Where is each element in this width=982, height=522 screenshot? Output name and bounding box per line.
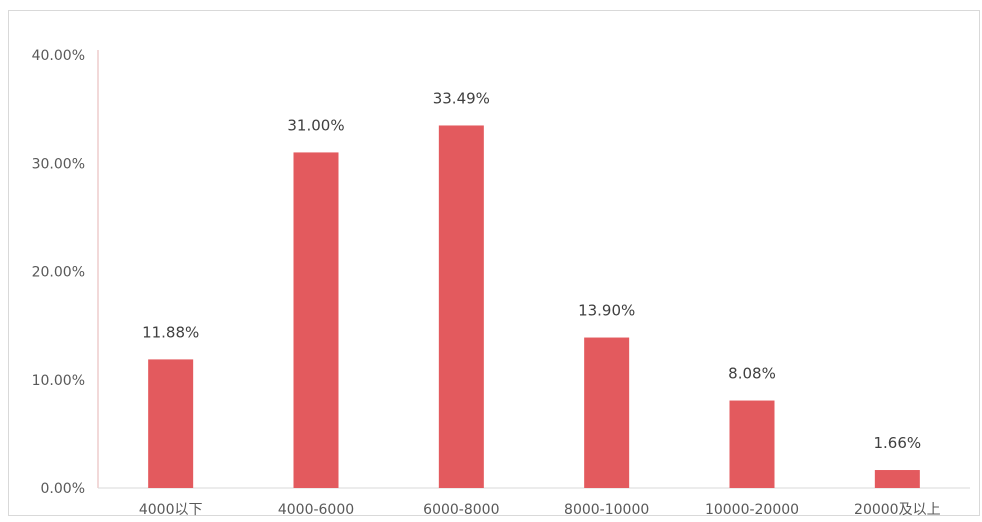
x-tick-label: 10000-20000	[705, 502, 799, 518]
bar	[438, 125, 484, 488]
data-label: 33.49%	[433, 89, 490, 107]
x-tick-label: 4000-6000	[278, 502, 354, 518]
y-tick-label: 40.00%	[32, 48, 85, 64]
data-labels-group: 11.88% 31.00% 33.49% 13.90% 8.08% 1.66%	[142, 89, 921, 452]
x-tick-label: 6000-8000	[423, 502, 499, 518]
bar	[729, 400, 775, 488]
x-tick-label: 8000-10000	[564, 502, 649, 518]
x-tick-label: 20000及以上	[854, 502, 941, 518]
data-label: 13.90%	[578, 302, 635, 320]
y-tick-label: 10.00%	[32, 373, 85, 389]
bar	[874, 470, 920, 488]
data-label: 8.08%	[728, 365, 776, 383]
data-label: 1.66%	[874, 434, 922, 452]
bar	[293, 152, 339, 489]
x-tick-label: 4000以下	[139, 502, 203, 518]
y-axis-ticks: 0.00% 10.00% 20.00% 30.00% 40.00%	[32, 48, 85, 497]
data-label: 11.88%	[142, 323, 199, 341]
bars-group	[148, 125, 920, 489]
y-tick-label: 30.00%	[32, 156, 85, 172]
bar	[148, 359, 194, 488]
y-tick-label: 20.00%	[32, 265, 85, 281]
x-axis-ticks: 4000以下 4000-6000 6000-8000 8000-10000 10000-…	[139, 502, 941, 518]
bar	[584, 337, 630, 488]
data-label: 31.00%	[287, 116, 344, 134]
y-tick-label: 0.00%	[41, 481, 85, 497]
